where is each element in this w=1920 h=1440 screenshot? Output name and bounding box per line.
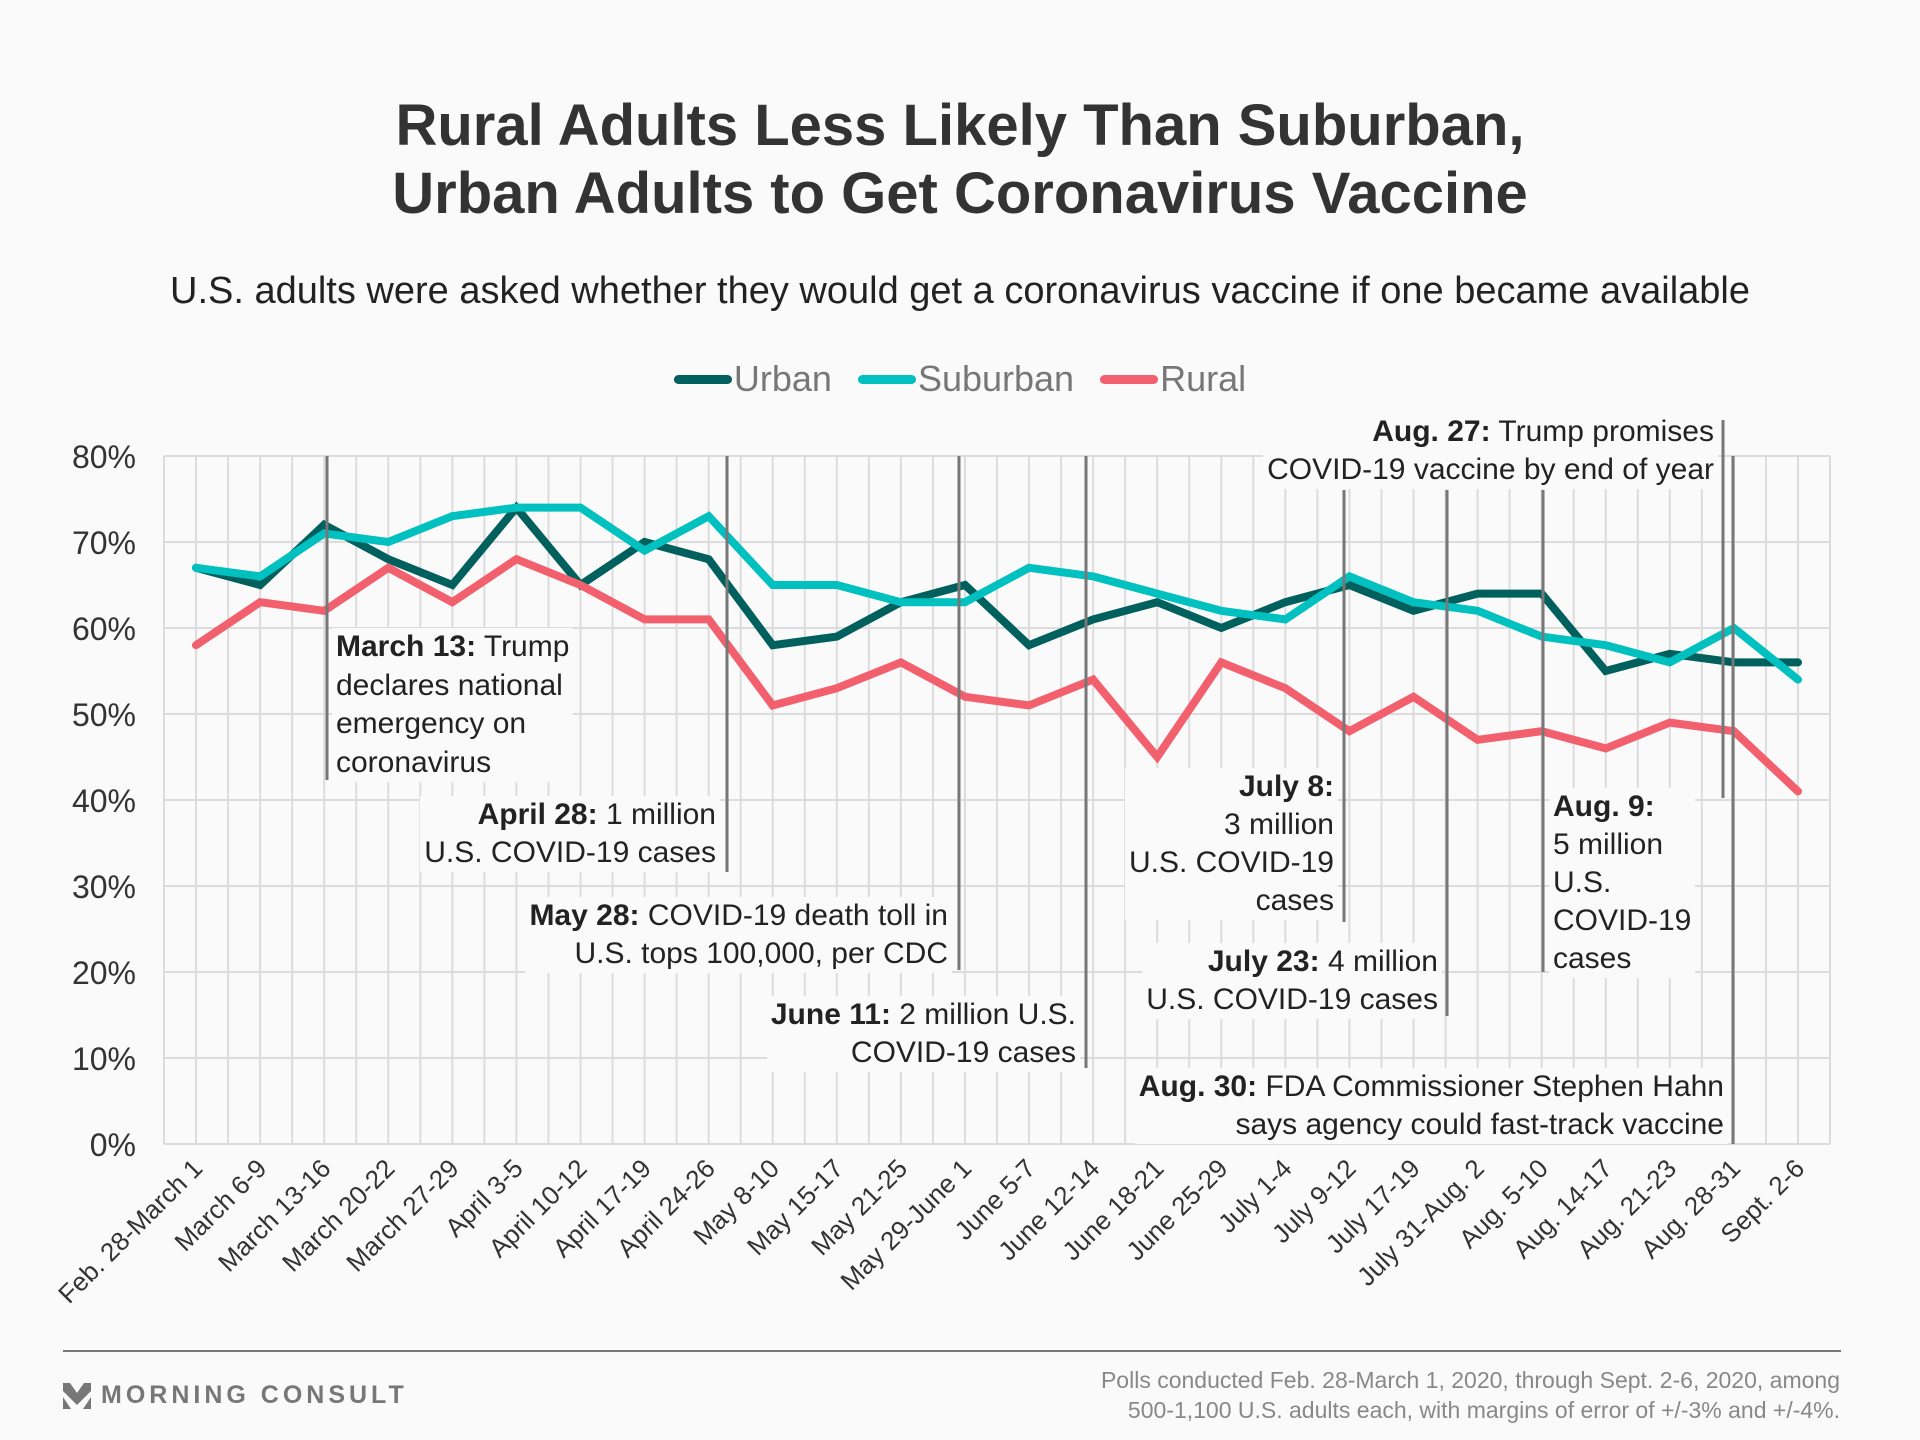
annotation-date: April 28: xyxy=(477,798,598,831)
legend-item-rural: Rural xyxy=(1100,358,1246,400)
annotation-aug-27: Aug. 27: Trump promises COVID-19 vaccine… xyxy=(1263,413,1718,489)
annotation-text: U.S. COVID-19 cases xyxy=(424,836,716,869)
annotation-text: U.S. xyxy=(1553,866,1612,899)
annotation-text: cases xyxy=(1255,884,1334,917)
annotation-date: Aug. 9: xyxy=(1553,790,1655,823)
annotation-date: July 23: xyxy=(1207,945,1320,978)
annotation-march-13: March 13: Trump declares national emerge… xyxy=(332,628,574,782)
legend: Urban Suburban Rural xyxy=(0,358,1920,400)
annotation-date: March 13: xyxy=(336,630,477,663)
chart-title: Rural Adults Less Likely Than Suburban, … xyxy=(0,92,1920,228)
y-tick-label: 80% xyxy=(72,439,136,475)
annotation-text: 3 million xyxy=(1223,808,1334,841)
y-tick-label: 70% xyxy=(72,525,136,561)
legend-swatch-rural xyxy=(1100,374,1159,384)
annotation-text: COVID-19 cases xyxy=(850,1036,1076,1069)
annotation-text: 4 million xyxy=(1327,945,1438,978)
annotation-april-28: April 28: 1 million U.S. COVID-19 cases xyxy=(420,796,720,872)
y-tick-label: 30% xyxy=(72,869,136,905)
y-tick-label: 50% xyxy=(72,697,136,733)
series-lines xyxy=(192,501,1802,796)
annotation-aug-30: Aug. 30: FDA Commissioner Stephen Hahn s… xyxy=(1134,1068,1728,1144)
annotation-july-23: July 23: 4 million U.S. COVID-19 cases xyxy=(1142,943,1442,1019)
annotation-june-11: June 11: 2 million U.S. COVID-19 cases xyxy=(766,996,1080,1072)
annotation-lines xyxy=(325,420,1735,1144)
annotation-text: Trump xyxy=(483,630,570,663)
annotation-text: Trump promises xyxy=(1498,415,1714,448)
annotation-aug-9: Aug. 9: 5 million U.S. COVID-19 cases xyxy=(1549,788,1696,978)
series-line-suburban xyxy=(192,503,1802,684)
annotation-text: 5 million xyxy=(1553,828,1664,861)
annotation-text: COVID-19 death toll in xyxy=(647,899,948,932)
annotation-text: U.S. tops 100,000, per CDC xyxy=(574,937,948,970)
legend-label-urban: Urban xyxy=(733,358,832,399)
y-tick-label: 20% xyxy=(72,955,136,991)
annotation-date: June 11: xyxy=(770,998,891,1031)
annotation-july-8: July 8: 3 million U.S. COVID-19 cases xyxy=(1124,768,1338,920)
y-tick-label: 0% xyxy=(90,1127,136,1163)
annotation-text: 1 million xyxy=(605,798,716,831)
annotation-text: FDA Commissioner Stephen Hahn xyxy=(1265,1070,1724,1103)
annotation-text: U.S. COVID-19 xyxy=(1128,846,1334,879)
annotation-text: declares national xyxy=(336,668,563,702)
annotation-date: Aug. 27: xyxy=(1372,415,1491,448)
y-tick-label: 40% xyxy=(72,783,136,819)
legend-label-rural: Rural xyxy=(1160,358,1247,399)
footnote-line-1: Polls conducted Feb. 28-March 1, 2020, t… xyxy=(1100,1367,1840,1393)
logo-text: MORNING CONSULT xyxy=(101,1381,408,1409)
chart-subtitle: U.S. adults were asked whether they woul… xyxy=(170,270,1750,312)
legend-label-suburban: Suburban xyxy=(917,358,1075,399)
morning-consult-logo: MORNING CONSULT xyxy=(63,1381,408,1410)
title-line-2: Urban Adults to Get Coronavirus Vaccine xyxy=(392,161,1528,226)
legend-swatch-urban xyxy=(673,374,732,384)
annotation-text: coronavirus xyxy=(336,745,492,779)
legend-swatch-suburban xyxy=(857,374,916,384)
annotation-text: COVID-19 vaccine by end of year xyxy=(1267,453,1714,486)
footer-divider xyxy=(63,1350,1841,1352)
y-axis-ticks: 0% 10% 20% 30% 40% 50% 60% 70% 80% xyxy=(72,439,136,1163)
annotation-text: COVID-19 xyxy=(1553,904,1692,937)
annotation-text: U.S. COVID-19 cases xyxy=(1146,983,1438,1016)
annotation-text: emergency on xyxy=(336,707,527,740)
morning-consult-logo-icon xyxy=(63,1382,91,1409)
annotation-text: cases xyxy=(1553,942,1632,975)
annotation-may-28: May 28: COVID-19 death toll in U.S. tops… xyxy=(525,897,952,973)
annotation-date: May 28: xyxy=(529,899,640,932)
footnote-line-2: 500-1,100 U.S. adults each, with margins… xyxy=(1127,1397,1840,1423)
series-line-rural xyxy=(192,554,1802,796)
legend-item-urban: Urban xyxy=(673,358,832,400)
y-tick-label: 60% xyxy=(72,611,136,647)
y-tick-label: 10% xyxy=(72,1041,136,1077)
annotation-date: Aug. 30: xyxy=(1138,1070,1258,1103)
footnote: Polls conducted Feb. 28-March 1, 2020, t… xyxy=(1101,1365,1840,1425)
series-line-urban xyxy=(192,501,1802,676)
annotation-date: July 8: xyxy=(1238,770,1334,803)
annotation-text: 2 million U.S. xyxy=(899,998,1076,1031)
legend-item-suburban: Suburban xyxy=(857,358,1075,400)
annotation-text: says agency could fast-track vaccine xyxy=(1235,1108,1724,1141)
title-line-1: Rural Adults Less Likely Than Suburban, xyxy=(395,93,1525,158)
